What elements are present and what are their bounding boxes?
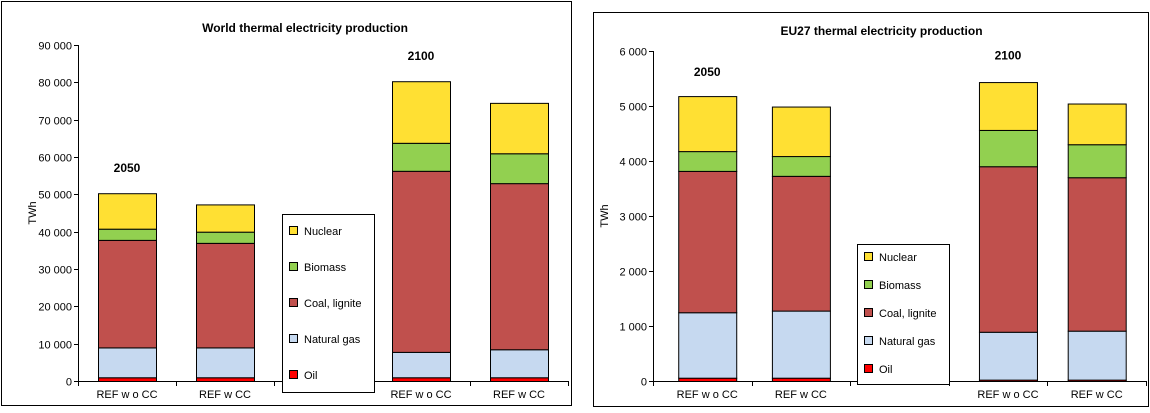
bar-segment-coal-lignite	[98, 239, 157, 349]
bar-segment-natural-gas	[490, 349, 549, 379]
x-tick-label: REF w CC	[493, 389, 545, 401]
bar-segment-biomass	[771, 156, 831, 177]
y-tick-label: 70 000	[38, 116, 72, 128]
bar-segment-coal-lignite	[678, 170, 738, 314]
legend-swatch	[289, 370, 298, 379]
legend-swatch	[864, 308, 873, 317]
y-tick-label: 80 000	[38, 78, 72, 90]
legend-label: Natural gas	[879, 336, 936, 348]
y-tick-label: 1 000	[619, 322, 647, 334]
bar-segment-coal-lignite	[490, 183, 549, 351]
y-tick-label: 0	[641, 377, 647, 389]
bar-segment-natural-gas	[392, 351, 451, 379]
bar-segment-biomass	[978, 129, 1038, 168]
y-tick-label: 90 000	[38, 41, 72, 53]
bar-segment-nuclear	[98, 193, 157, 230]
y-tick-label: 5 000	[619, 102, 647, 114]
y-tick-label: 20 000	[38, 302, 72, 314]
bar-segment-biomass	[196, 231, 255, 244]
legend-swatch	[289, 298, 298, 307]
y-tick-label: 4 000	[619, 157, 647, 169]
bar-segment-coal-lignite	[978, 166, 1038, 333]
eu27-chart-panel: EU27 thermal electricity production TWh 0 1…	[578, 0, 1150, 413]
world-chart-panel: World thermal electricity production TWh 0…	[0, 0, 572, 413]
legend-swatch	[864, 364, 873, 373]
bar-segment-biomass	[678, 151, 738, 172]
x-tick-label: REF w o CC	[677, 389, 738, 401]
bar-segment-oil	[490, 377, 549, 382]
legend-swatch	[864, 336, 873, 345]
y-tick-label: 60 000	[38, 153, 72, 165]
bar-segment-oil	[196, 377, 255, 382]
y-tick-label: 6 000	[619, 47, 647, 59]
bar-segment-natural-gas	[678, 312, 738, 379]
bar-segment-coal-lignite	[1067, 177, 1127, 332]
y-tick-label: 2 000	[619, 267, 647, 279]
bar-segment-nuclear	[490, 102, 549, 155]
bar-segment-nuclear	[392, 81, 451, 144]
x-tick-label: REF w o CC	[977, 389, 1038, 401]
x-tick-label: REF w CC	[1071, 389, 1123, 401]
x-tick-label: REF w CC	[199, 389, 251, 401]
legend-swatch	[864, 280, 873, 289]
y-tick-label: 10 000	[38, 340, 72, 352]
legend-swatch	[289, 262, 298, 271]
bar-segment-nuclear	[978, 82, 1038, 131]
y-axis-label: TWh	[599, 204, 611, 227]
y-tick-label: 30 000	[38, 265, 72, 277]
bar-segment-nuclear	[678, 96, 738, 153]
bar-segment-natural-gas	[1067, 330, 1127, 381]
y-tick-label: 3 000	[619, 212, 647, 224]
legend-label: Nuclear	[879, 252, 917, 264]
bar-segment-natural-gas	[771, 310, 831, 379]
year-annotation: 2100	[995, 48, 1022, 62]
legend-swatch	[864, 252, 873, 261]
legend-label: Natural gas	[304, 334, 361, 346]
legend-label: Nuclear	[304, 226, 342, 238]
bar-segment-nuclear	[196, 204, 255, 233]
chart-svg: EU27 thermal electricity production TWh 0 1…	[593, 12, 1149, 407]
bar-segment-oil	[392, 377, 451, 382]
year-annotation: 2050	[694, 65, 721, 79]
legend-label: Biomass	[304, 262, 347, 274]
bar-segment-coal-lignite	[196, 242, 255, 349]
bar-segment-nuclear	[771, 106, 831, 158]
bar-segment-natural-gas	[98, 347, 157, 379]
bar-segment-natural-gas	[196, 347, 255, 379]
chart-svg: World thermal electricity production TWh 0…	[1, 1, 572, 406]
bar-segment-biomass	[98, 228, 157, 241]
legend-label: Coal, lignite	[879, 308, 936, 320]
legend-swatch	[289, 334, 298, 343]
x-tick-label: REF w CC	[775, 389, 827, 401]
y-tick-label: 0	[66, 377, 72, 389]
legend-label: Coal, lignite	[304, 298, 361, 310]
y-axis-label: TWh	[27, 201, 39, 224]
bar-segment-natural-gas	[978, 331, 1038, 381]
legend-label: Biomass	[879, 280, 922, 292]
y-tick-label: 40 000	[38, 228, 72, 240]
x-tick-label: REF w o CC	[96, 389, 157, 401]
bar-segment-coal-lignite	[771, 175, 831, 312]
bar-segment-coal-lignite	[392, 170, 451, 353]
year-annotation: 2050	[114, 161, 141, 175]
bar-segment-biomass	[490, 153, 549, 185]
bar-segment-biomass	[1067, 144, 1127, 179]
year-annotation: 2100	[408, 49, 435, 63]
bar-segment-nuclear	[1067, 103, 1127, 146]
chart-title: EU27 thermal electricity production	[780, 24, 982, 38]
bar-segment-oil	[98, 377, 157, 382]
bar-segment-biomass	[392, 142, 451, 172]
legend-label: Oil	[304, 370, 317, 382]
x-tick-label: REF w o CC	[390, 389, 451, 401]
chart-title: World thermal electricity production	[202, 21, 408, 35]
legend-label: Oil	[879, 364, 892, 376]
legend-swatch	[289, 226, 298, 235]
y-tick-label: 50 000	[38, 190, 72, 202]
